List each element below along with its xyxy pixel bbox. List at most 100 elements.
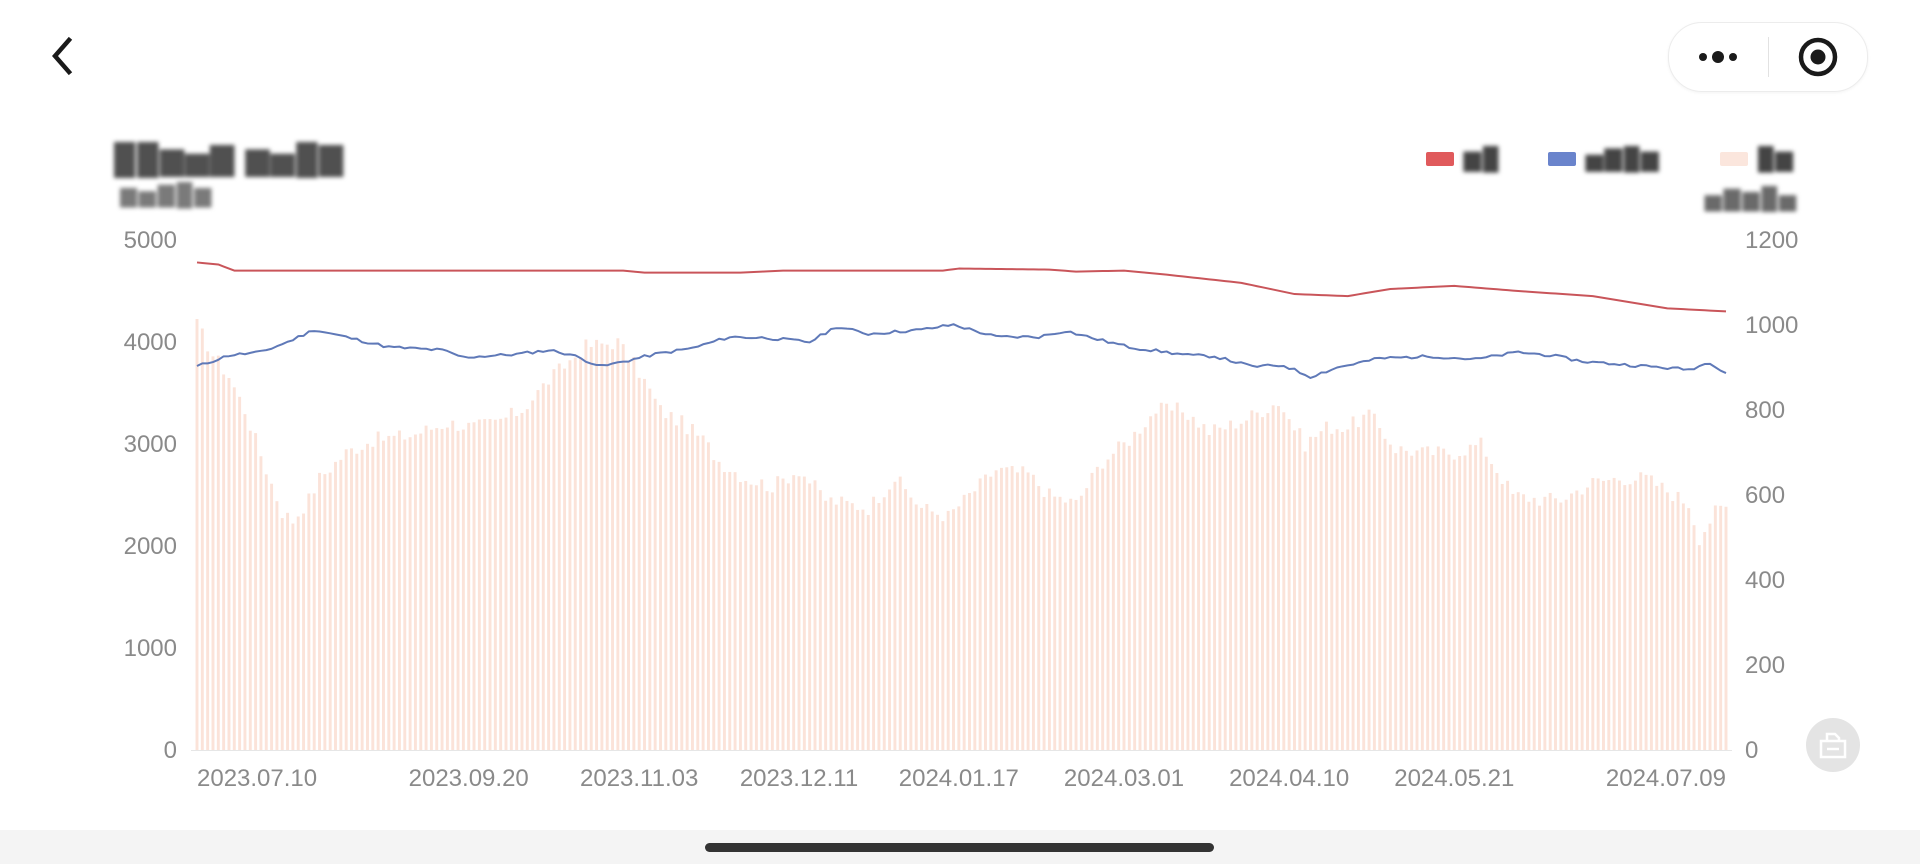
legend-item-red[interactable]: ▆█ <box>1426 146 1501 171</box>
bar-mark <box>579 358 583 750</box>
x-tick-label: 2023.09.20 <box>409 765 529 792</box>
y-left-tick-label: 3000 <box>124 431 177 458</box>
more-button[interactable] <box>1669 23 1768 91</box>
bar-mark <box>435 428 439 750</box>
bar-mark <box>765 491 769 750</box>
bar-mark <box>323 474 327 750</box>
bar-mark <box>792 475 796 750</box>
x-tick-label: 2023.11.03 <box>580 765 698 792</box>
bar-mark <box>424 425 428 750</box>
bar-mark <box>1303 451 1307 750</box>
bar-mark <box>1474 445 1478 750</box>
bar-mark <box>248 430 252 750</box>
bar-mark <box>1681 503 1685 750</box>
bar-mark <box>515 416 519 750</box>
bar-mark <box>264 474 268 750</box>
bar-mark <box>270 483 274 750</box>
bar-mark <box>877 503 881 750</box>
bar-mark <box>1308 436 1312 750</box>
bar-mark <box>589 346 593 750</box>
x-tick-label: 2024.05.21 <box>1394 765 1514 792</box>
bar-mark <box>1324 421 1328 750</box>
bar-mark <box>1362 414 1366 750</box>
bar-mark <box>366 443 369 750</box>
bar-mark <box>1442 448 1446 750</box>
bar-mark <box>627 361 630 750</box>
bar-mark <box>1564 499 1568 750</box>
bar-mark <box>781 478 785 750</box>
bar-mark <box>856 509 860 750</box>
close-button[interactable] <box>1769 23 1868 91</box>
bar-mark <box>445 427 449 750</box>
legend-swatch-red <box>1426 152 1454 166</box>
bar-mark <box>1197 427 1201 750</box>
bar-mark <box>1719 505 1723 750</box>
bar-mark <box>280 518 284 750</box>
bar-mark <box>238 396 242 750</box>
y-right-tick-label: 1000 <box>1745 312 1798 339</box>
bar-mark <box>557 363 561 750</box>
bar-mark <box>605 344 609 750</box>
bar-mark <box>1660 482 1664 750</box>
bar-mark <box>302 513 306 750</box>
legend-swatch-blue <box>1548 152 1576 166</box>
legend-item-blue[interactable]: ▅▇█▆ <box>1548 146 1660 171</box>
bar-mark <box>1628 484 1632 750</box>
bar-mark <box>829 497 833 750</box>
bar-mark <box>1724 506 1728 750</box>
bar-mark <box>616 338 620 750</box>
bar-mark <box>1330 433 1334 750</box>
bar-mark <box>872 496 876 750</box>
bar-mark <box>1633 480 1637 750</box>
legend-item-bars[interactable]: █▆ <box>1720 146 1795 171</box>
bar-mark <box>509 407 513 750</box>
bar-mark <box>1282 412 1286 750</box>
bar-mark <box>1229 420 1233 750</box>
bar-mark <box>488 419 492 750</box>
bar-mark <box>1090 472 1094 750</box>
bar-mark <box>1436 446 1440 750</box>
bar-mark <box>1484 456 1488 750</box>
bar-mark <box>1202 424 1206 750</box>
save-image-button[interactable] <box>1806 718 1860 772</box>
bar-mark <box>563 368 567 750</box>
bar-mark <box>536 390 540 750</box>
bar-mark <box>1479 437 1483 750</box>
bar-mark <box>1277 406 1280 750</box>
bar-mark <box>1138 433 1142 750</box>
home-indicator[interactable] <box>705 843 1214 852</box>
chart-right-axis-unit-blurred: ▅▇▆█▅ <box>1704 186 1798 211</box>
bar-mark <box>1298 428 1302 750</box>
line-series <box>196 261 1727 379</box>
bar-mark <box>1005 467 1009 750</box>
bar-mark <box>547 384 551 750</box>
bar-mark <box>690 424 694 750</box>
bar-mark <box>1372 413 1376 750</box>
bar-mark <box>1245 420 1248 750</box>
y-right-tick-label: 800 <box>1745 397 1785 424</box>
bar-mark <box>286 512 290 750</box>
bar-mark <box>754 485 758 750</box>
bar-mark <box>1143 427 1147 750</box>
bar-mark <box>738 482 742 750</box>
save-image-icon <box>1819 732 1847 759</box>
y-right-tick-label: 400 <box>1745 567 1785 594</box>
bar-mark <box>1250 410 1254 750</box>
bar-mark <box>840 496 844 750</box>
bar-mark <box>1538 505 1541 750</box>
axes: 0 1000 2000 3000 4000 5000 0 200 400 600 800 1000 12… <box>124 227 1799 792</box>
bar-mark <box>1058 496 1062 750</box>
chart-left-axis-unit-blurred: ▆▅▇█▆ <box>120 182 214 207</box>
bar-mark <box>1074 499 1078 750</box>
bar-mark <box>984 474 987 750</box>
bar-mark <box>1543 496 1547 750</box>
bar-mark <box>1255 412 1259 750</box>
bar-mark <box>1063 502 1067 750</box>
back-button[interactable] <box>40 30 84 82</box>
bar-mark <box>1271 405 1275 750</box>
bar-mark <box>813 480 817 750</box>
bar-mark <box>893 481 897 750</box>
bar-mark <box>403 439 407 750</box>
bar-mark <box>621 344 625 750</box>
y-left-tick-label: 0 <box>164 737 177 764</box>
